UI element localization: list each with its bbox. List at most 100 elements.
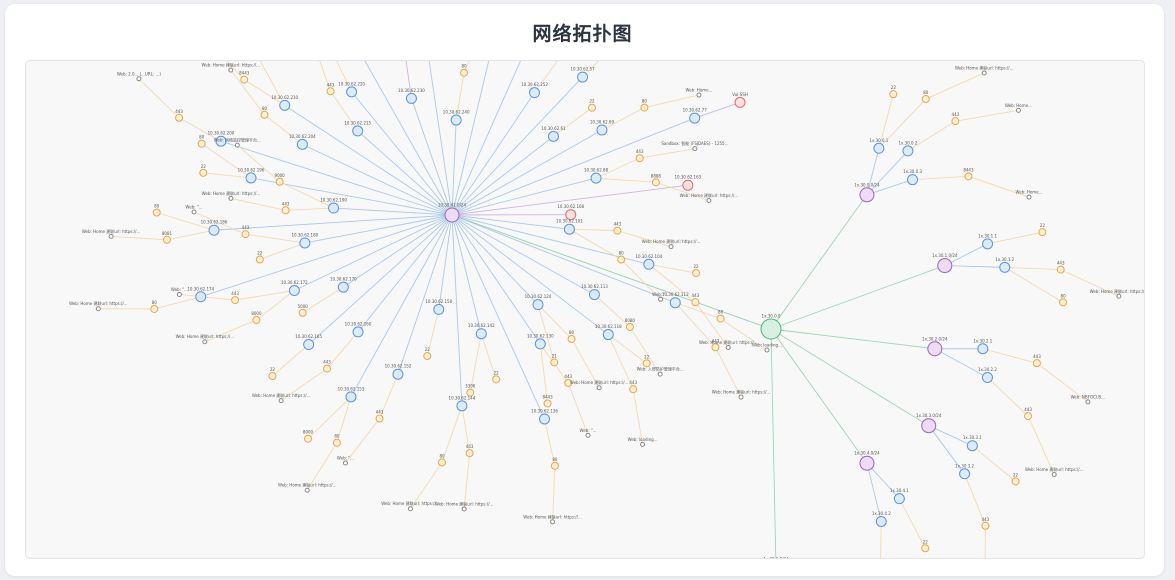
node-port[interactable]: 22	[642, 354, 651, 368]
node-ip[interactable]: 10.30.62.101	[556, 219, 583, 235]
port-node-circle[interactable]	[326, 87, 335, 96]
web-node-circle[interactable]	[585, 432, 591, 438]
node-port[interactable]: 443	[613, 222, 622, 235]
port-node-circle[interactable]	[635, 154, 644, 163]
node-ip[interactable]: 10.30.62.136	[531, 408, 558, 425]
node-web[interactable]: Web: loading...	[752, 343, 782, 353]
port-node-circle[interactable]	[304, 434, 313, 443]
node-port[interactable]: 8081	[162, 231, 173, 244]
web-node-circle[interactable]	[1116, 293, 1122, 299]
node-web[interactable]: Web: "...	[652, 292, 669, 302]
node-subnet[interactable]: 1x.30.1.0/24	[932, 253, 958, 274]
web-node-circle[interactable]	[640, 441, 646, 447]
node-port[interactable]: 443	[281, 201, 290, 215]
node-ip[interactable]: 10.30.62.142	[468, 323, 495, 340]
ip-node-circle[interactable]	[450, 114, 462, 126]
port-node-circle[interactable]	[197, 139, 206, 148]
node-subnet[interactable]: 10.30.62.0/24	[438, 203, 467, 223]
node-port[interactable]: 443	[465, 444, 474, 458]
node-port[interactable]: 22	[1038, 223, 1047, 237]
node-ip[interactable]: 1x.30.2.2	[978, 367, 997, 384]
web-node-circle[interactable]	[668, 244, 674, 250]
node-web[interactable]: Web: Home 建联url: https://...	[435, 500, 494, 512]
ip-node-circle[interactable]	[433, 303, 445, 315]
node-web[interactable]: Web: Home 建联url: https://...	[642, 238, 701, 250]
node-ip[interactable]: 10.30.62.240	[443, 110, 470, 126]
node-port[interactable]: 8443	[542, 394, 553, 408]
web-node-circle[interactable]	[692, 146, 698, 152]
port-node-circle[interactable]	[1032, 359, 1041, 368]
web-node-circle[interactable]	[407, 506, 413, 512]
ip-node-circle[interactable]	[392, 368, 404, 380]
ip-node-circle[interactable]	[596, 124, 608, 136]
ip-node-circle[interactable]	[215, 135, 227, 147]
web-node-circle[interactable]	[278, 398, 284, 404]
node-port[interactable]: 8443	[963, 167, 974, 181]
port-node-circle[interactable]	[613, 226, 622, 235]
node-vuln[interactable]: 10.30.62.163	[674, 175, 702, 191]
node-port[interactable]: 22	[587, 99, 596, 112]
node-ip[interactable]: 10.30.62.153	[338, 386, 365, 403]
port-node-circle[interactable]	[492, 375, 501, 384]
node-ip[interactable]: 10.30.62.200	[208, 131, 235, 147]
topology-graph[interactable]: 10.30.62.0/24 1x.30.0.0 10.30.62.101 10.30.…	[26, 61, 1144, 558]
node-ip[interactable]: 10.30.62.190	[320, 198, 347, 214]
ip-node-circle[interactable]	[539, 413, 551, 425]
port-node-circle[interactable]	[375, 414, 384, 423]
node-subnet[interactable]: 1x.30.4.0/24	[854, 451, 880, 471]
ip-node-circle[interactable]	[303, 339, 315, 351]
subnet-node-circle[interactable]	[927, 341, 943, 357]
port-node-circle[interactable]	[423, 352, 432, 361]
ip-node-circle[interactable]	[534, 338, 546, 350]
node-ip[interactable]: 1x.30.2.1	[973, 338, 993, 355]
node-ip[interactable]: 1x.30.0.2	[898, 140, 918, 157]
node-web[interactable]: Web: Home 建联url: https://...	[1025, 466, 1084, 478]
node-web[interactable]: Web: Home 建联url: https://...	[176, 333, 235, 345]
ip-node-circle[interactable]	[689, 112, 701, 124]
node-port[interactable]: 8888	[651, 173, 662, 187]
node-ip[interactable]: 10.30.62.180	[291, 232, 319, 249]
subnet-node-circle[interactable]	[937, 258, 953, 274]
port-node-circle[interactable]	[298, 308, 307, 317]
web-node-circle[interactable]	[108, 233, 114, 239]
node-port[interactable]: 443	[231, 291, 239, 305]
node-ip[interactable]: 10.30.62.112	[662, 292, 689, 309]
node-web[interactable]: Web: Home...	[1016, 190, 1043, 200]
port-node-circle[interactable]	[268, 372, 277, 381]
node-ip[interactable]: 10.30.62.210	[271, 95, 299, 111]
node-ip[interactable]: 1x.30.1.2	[995, 257, 1015, 273]
port-node-circle[interactable]	[255, 255, 264, 264]
port-node-circle[interactable]	[437, 458, 446, 467]
node-ip[interactable]: 1x.30.1.1	[978, 233, 997, 250]
web-node-circle[interactable]	[304, 487, 310, 493]
node-ip[interactable]: 10.30.62.104	[635, 254, 663, 270]
port-node-circle[interactable]	[241, 230, 250, 239]
port-node-circle[interactable]	[1011, 477, 1020, 486]
node-web[interactable]: Web: "...	[337, 455, 354, 466]
node-ip[interactable]: 10.30.62.196	[238, 167, 265, 184]
ip-node-circle[interactable]	[328, 202, 340, 214]
port-node-circle[interactable]	[1024, 412, 1033, 421]
port-node-circle[interactable]	[465, 449, 474, 458]
port-node-circle[interactable]	[240, 75, 249, 84]
port-node-circle[interactable]	[550, 358, 559, 367]
node-ip[interactable]: 10.30.62.204	[289, 134, 316, 150]
web-node-circle[interactable]	[550, 519, 556, 525]
ip-node-circle[interactable]	[352, 125, 364, 137]
node-ip[interactable]: 10.30.62.61	[541, 126, 566, 142]
node-ip[interactable]: 10.30.62.215	[344, 120, 371, 137]
web-node-circle[interactable]	[234, 142, 240, 148]
ip-node-circle[interactable]	[547, 130, 559, 142]
web-node-circle[interactable]	[202, 339, 208, 345]
node-subnet[interactable]: 1x.30.5.0/24	[763, 556, 789, 558]
node-ip[interactable]: 1x.30.3.1	[963, 435, 982, 452]
port-node-circle[interactable]	[921, 544, 930, 553]
port-node-circle[interactable]	[252, 315, 261, 324]
port-node-circle[interactable]	[964, 172, 973, 181]
port-node-circle[interactable]	[175, 113, 184, 122]
port-node-circle[interactable]	[199, 168, 208, 177]
node-port[interactable]: 22	[423, 347, 432, 361]
ip-node-circle[interactable]	[345, 391, 357, 403]
port-node-circle[interactable]	[323, 364, 332, 373]
node-port[interactable]: 22	[889, 85, 898, 99]
